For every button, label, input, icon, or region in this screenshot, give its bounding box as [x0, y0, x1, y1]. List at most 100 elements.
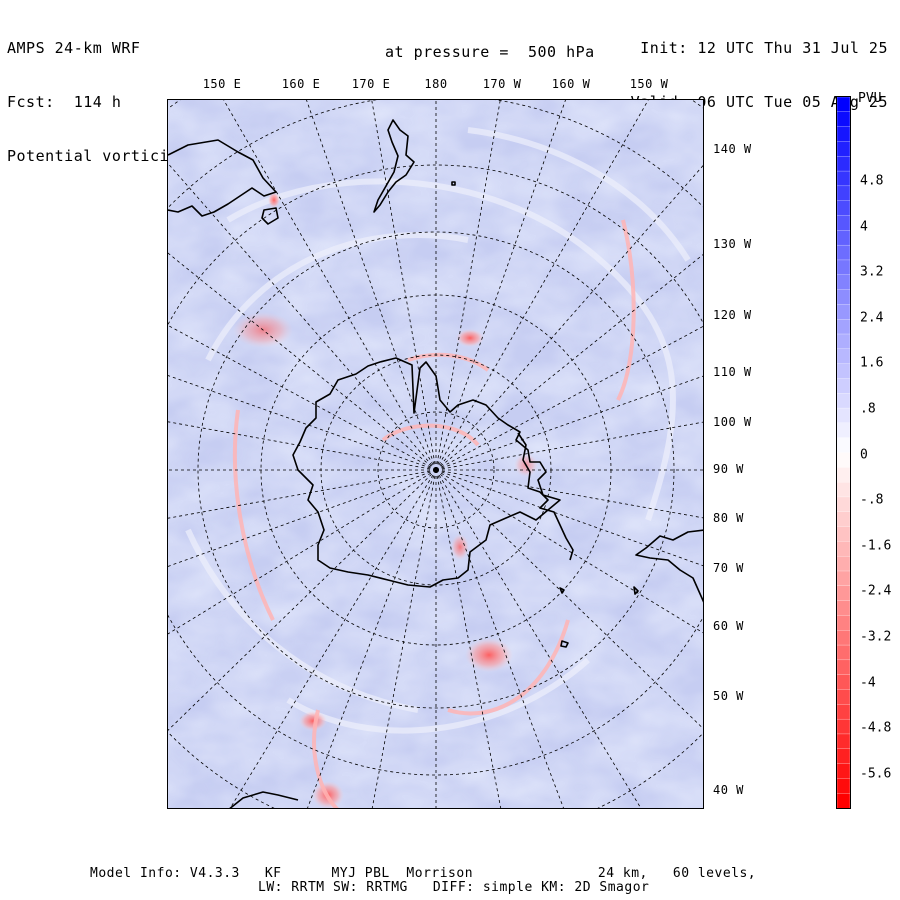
colorbar-swatch [836, 156, 851, 172]
coastlines [168, 119, 703, 808]
model-info-line2: LW: RRTM SW: RRTMG DIFF: simple KM: 2D S… [258, 880, 650, 895]
init-time: Init: 12 UTC Thu 31 Jul 25 [640, 39, 888, 57]
colorbar-tick-label: 4.8 [860, 173, 884, 189]
colorbar-swatch [836, 126, 851, 143]
tasmania-coastline [261, 207, 279, 225]
colorbar-swatch [836, 215, 851, 231]
model-info-line1: Model Info: V4.3.3 KF MYJ PBL Morrison 2… [90, 866, 757, 881]
colorbar-swatch [836, 674, 851, 691]
island-coastline [560, 640, 569, 648]
colorbar-swatch [836, 437, 851, 454]
colorbar-title: PVU [858, 91, 882, 106]
colorbar-tick-label: 3.2 [860, 264, 884, 280]
lon-label-top: 150 E [202, 77, 242, 91]
colorbar-swatch [836, 393, 851, 409]
colorbar-swatch [836, 378, 851, 394]
map-canvas [168, 100, 703, 808]
lon-label-top: 160 W [551, 77, 591, 91]
colorbar-swatch [836, 230, 851, 246]
antarctica-coastline [292, 357, 561, 588]
colorbar-tick-label: -.8 [860, 492, 884, 508]
colorbar-tick-label: 1.6 [860, 355, 884, 371]
colorbar-swatch [836, 185, 851, 202]
pv-field-texture [168, 100, 703, 808]
pressure-level: at pressure = 500 hPa [385, 43, 595, 61]
lon-label-top: 180 [424, 77, 448, 91]
colorbar-tick-label: -3.2 [860, 629, 892, 645]
lon-label-right: 50 W [713, 689, 744, 703]
lon-label-right: 90 W [713, 462, 744, 476]
colorbar-swatch [836, 259, 851, 276]
pv-negative-filaments [232, 219, 636, 808]
polar-map [167, 99, 704, 809]
lon-label-top: 150 W [629, 77, 669, 91]
colorbar-swatch [836, 304, 851, 320]
lon-label-right: 120 W [713, 308, 752, 322]
colorbar [836, 96, 851, 809]
lon-label-top: 170 E [351, 77, 391, 91]
colorbar-swatch [836, 570, 851, 587]
lon-label-right: 140 W [713, 142, 752, 156]
field-name: Potential vorticity [7, 147, 189, 165]
colorbar-swatch [836, 556, 851, 572]
colorbar-swatch [836, 319, 851, 335]
colorbar-swatch [836, 704, 851, 720]
island-coastline [633, 586, 639, 595]
lon-label-right: 40 W [713, 783, 744, 797]
colorbar-swatch [836, 585, 851, 602]
colorbar-swatch [836, 111, 851, 128]
colorbar-swatch [836, 659, 851, 676]
colorbar-swatch [836, 733, 851, 750]
forecast-hour: Fcst: 114 h [7, 93, 122, 111]
colorbar-swatch [836, 778, 851, 794]
colorbar-tick-label: 0 [860, 447, 868, 463]
colorbar-tick-label: -4 [860, 675, 876, 691]
lon-label-right: 100 W [713, 415, 752, 429]
colorbar-tick-label: .8 [860, 401, 876, 417]
colorbar-swatch [836, 541, 851, 557]
colorbar-swatches [836, 96, 851, 809]
colorbar-swatch [836, 274, 851, 291]
colorbar-tick-label: -2.4 [860, 583, 892, 599]
colorbar-swatch [836, 141, 851, 157]
colorbar-swatch [836, 348, 851, 365]
colorbar-tick-label: 4 [860, 219, 868, 235]
colorbar-swatch [836, 615, 851, 631]
colorbar-swatch [836, 407, 851, 424]
colorbar-swatch [836, 644, 851, 661]
colorbar-swatch [836, 526, 851, 543]
colorbar-swatch [836, 748, 851, 765]
lon-label-right: 110 W [713, 365, 752, 379]
colorbar-tick-label: 2.4 [860, 310, 884, 326]
colorbar-swatch [836, 630, 851, 646]
colorbar-swatch [836, 170, 851, 187]
island-coastline [451, 181, 456, 186]
colorbar-swatch [836, 600, 851, 617]
lon-label-right: 80 W [713, 511, 744, 525]
colorbar-swatch [836, 200, 851, 217]
colorbar-swatch [836, 511, 851, 528]
colorbar-swatch [836, 481, 851, 498]
colorbar-swatch [836, 96, 851, 113]
africa-coastline [229, 791, 299, 808]
colorbar-tick-label: -5.6 [860, 766, 892, 782]
colorbar-swatch [836, 467, 851, 483]
new-zealand-coastline [373, 119, 415, 213]
colorbar-swatch [836, 452, 851, 468]
lon-label-top: 160 E [281, 77, 321, 91]
colorbar-swatch [836, 763, 851, 780]
antarctic-peninsula-coastline [517, 432, 574, 561]
colorbar-swatch [836, 244, 851, 261]
header-left: AMPS 24-km WRF Fcst: 114 h Potential vor… [7, 3, 188, 183]
model-name: AMPS 24-km WRF [7, 39, 141, 57]
pv-swirl-bands [185, 127, 691, 734]
colorbar-swatch [836, 496, 851, 513]
australia-coastline [168, 139, 277, 217]
lon-label-right: 70 W [713, 561, 744, 575]
colorbar-tick-label: -1.6 [860, 538, 892, 554]
island-coastline [559, 587, 565, 594]
lon-label-top: 170 W [482, 77, 522, 91]
colorbar-tick-label: -4.8 [860, 720, 892, 736]
colorbar-swatch [836, 718, 851, 735]
colorbar-swatch [836, 689, 851, 705]
